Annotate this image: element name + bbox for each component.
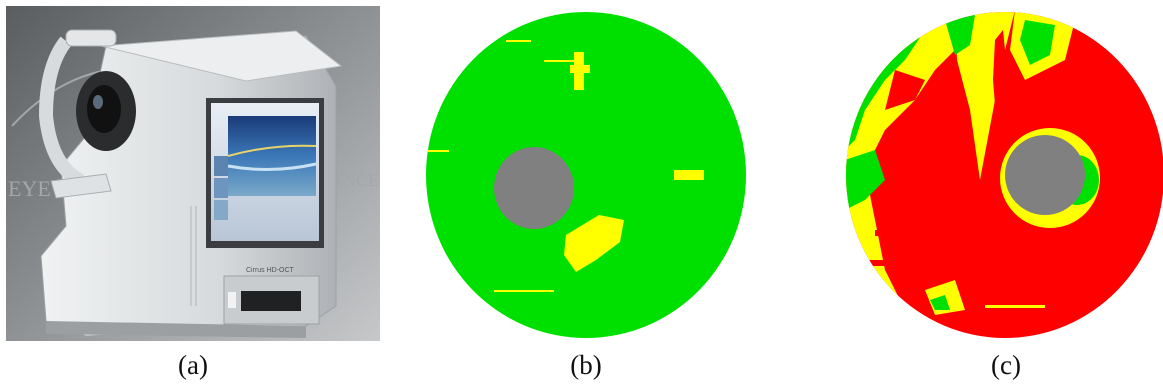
deviation-map-abnormal xyxy=(846,12,1163,338)
device-label: Cirrus HD-OCT xyxy=(246,267,295,274)
caption-a: (a) xyxy=(178,350,208,380)
optic-disc xyxy=(1005,135,1085,215)
normal-region xyxy=(426,12,746,338)
caption-c: (c) xyxy=(991,350,1021,380)
oct-device-photo: EYE CA IANCE Cirrus HD-OCT xyxy=(6,6,380,341)
watermark-right: IANCE xyxy=(324,170,379,190)
caption-b: (b) xyxy=(570,350,602,380)
borderline-regions xyxy=(426,40,704,292)
deviation-map-normal xyxy=(426,12,746,338)
optic-disc xyxy=(494,147,574,229)
